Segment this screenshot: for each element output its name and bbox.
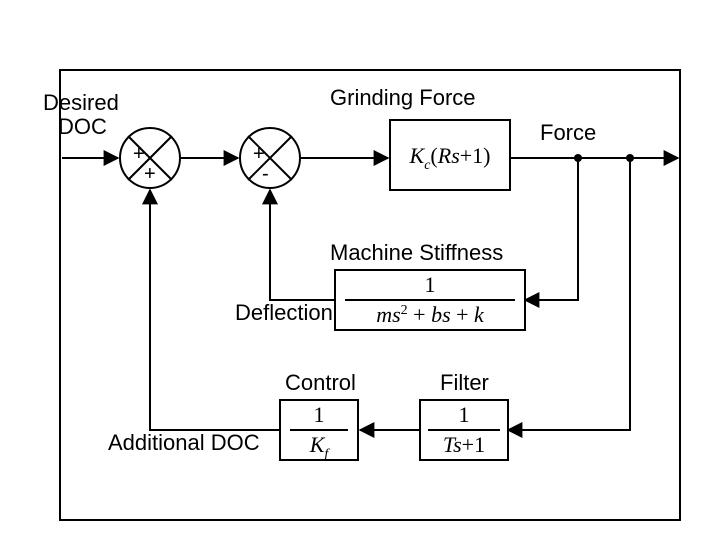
force-label: Force [540, 120, 596, 145]
svg-text:+: + [253, 143, 265, 165]
control-label: Control [285, 370, 356, 395]
summing-junction-1: + + [120, 128, 180, 188]
filter-block: 1 Ts+1 [420, 400, 508, 460]
grinding-force-block: Kc(Rs+1) [390, 120, 510, 190]
control-block: 1 Kf [280, 400, 358, 462]
svg-text:+: + [144, 163, 156, 185]
svg-text:Ts+1: Ts+1 [443, 432, 485, 457]
svg-text:1: 1 [459, 402, 470, 427]
svg-text:+: + [133, 143, 145, 165]
machine-stiffness-label: Machine Stiffness [330, 240, 503, 265]
input-label: Desired DOC [43, 90, 125, 139]
svg-text:-: - [262, 163, 269, 185]
svg-text:1: 1 [314, 402, 325, 427]
deflection-label: Deflection [235, 300, 333, 325]
edge-force-ms [525, 158, 578, 300]
filter-label: Filter [440, 370, 489, 395]
edge-force-filter [508, 158, 630, 430]
svg-text:ms2 + bs + k: ms2 + bs + k [376, 302, 485, 327]
additional-doc-label: Additional DOC [108, 430, 260, 455]
machine-stiffness-block: 1 ms2 + bs + k [335, 270, 525, 330]
edge-ms-sum2 [270, 190, 335, 300]
svg-text:1: 1 [425, 272, 436, 297]
summing-junction-2: + - [240, 128, 300, 188]
grinding-force-label: Grinding Force [330, 85, 476, 110]
